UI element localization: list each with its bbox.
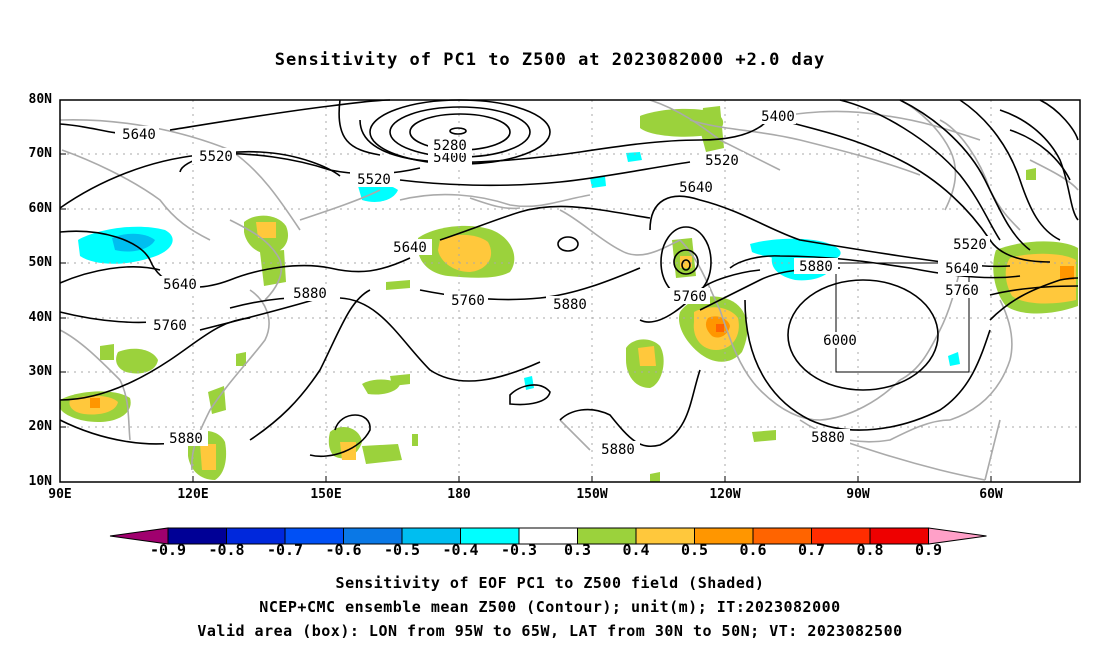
contour-label: 5760 [451, 293, 485, 309]
lon-label: 150W [576, 487, 608, 502]
contour-label: 5520 [357, 172, 391, 188]
lat-label: 30N [28, 364, 52, 379]
contour-label: 5400 [761, 109, 795, 125]
colorbar-tick-label: 0.8 [856, 541, 884, 559]
colorbar-tick-label: -0.5 [383, 541, 421, 559]
contour-label: 5640 [393, 240, 427, 256]
colorbar-arrow-right [928, 527, 987, 545]
contour-label: 5640 [679, 180, 713, 196]
contour-label: 5760 [153, 318, 187, 334]
contour-layer [59, 99, 1079, 457]
contour-label: 5640 [945, 261, 979, 277]
contour-label: 5640 [122, 127, 156, 143]
contour-label: 6000 [823, 333, 857, 349]
contour-label: 5280 [433, 138, 467, 154]
lon-label: 120W [709, 487, 741, 502]
lon-label: 120E [177, 487, 209, 502]
contour-label: 5880 [293, 286, 327, 302]
lat-label: 40N [28, 310, 52, 325]
colorbar-tick-label: 0.9 [914, 541, 943, 559]
contour-label: 5400 [433, 150, 467, 166]
lon-label: 150E [310, 487, 342, 502]
lat-label: 80N [28, 92, 52, 107]
lat-label: 50N [28, 255, 52, 270]
colorbar-tick-label: 0.5 [680, 541, 709, 559]
colorbar [109, 527, 987, 545]
colorbar-tick-label: -0.8 [208, 541, 245, 559]
colorbar-tick-label: 0.6 [739, 541, 767, 559]
contour-label: 5880 [811, 430, 845, 446]
contour-label: 5880 [799, 259, 833, 275]
colorbar-tick-label: 0.7 [797, 541, 826, 559]
lon-label: 180 [447, 487, 471, 502]
colorbar-tick-label: 0.3 [563, 541, 592, 559]
map-title: Sensitivity of PC1 to Z500 at 2023082000… [274, 50, 826, 70]
colorbar-tick-label: -0.4 [442, 541, 479, 559]
contour-label: 5640 [163, 277, 197, 293]
colorbar-tick-label: -0.9 [149, 541, 187, 559]
contour-label: 5760 [945, 283, 979, 299]
lat-label: 70N [28, 146, 52, 161]
colorbar-tick-label: -0.6 [325, 541, 362, 559]
contour-label: 5520 [199, 149, 233, 165]
contour-label: 5520 [953, 237, 987, 253]
caption-contour: NCEP+CMC ensemble mean Z500 (Contour); u… [259, 598, 841, 616]
caption-shading: Sensitivity of EOF PC1 to Z500 field (Sh… [335, 574, 765, 592]
caption-valid-area: Valid area (box): LON from 95W to 65W, L… [197, 622, 903, 640]
contour-label: 5880 [169, 431, 203, 447]
lat-label: 60N [28, 201, 52, 216]
colorbar-tick-label: -0.3 [500, 541, 538, 559]
colorbar-tick-label: -0.7 [266, 541, 304, 559]
lat-label: 10N [28, 474, 52, 489]
lon-label: 60W [979, 487, 1003, 502]
map-frame [59, 99, 1081, 483]
lon-label: 90W [846, 487, 870, 502]
colorbar-tick-label: 0.4 [622, 541, 650, 559]
lon-label: 90E [48, 487, 72, 502]
contour-label: 5880 [601, 442, 635, 458]
contour-label: 5520 [705, 153, 739, 169]
valid-area-box [835, 262, 970, 373]
contour-labels: 5640 5520 5520 5400 5280 5400 5640 5520 … [115, 108, 990, 458]
lat-label: 20N [28, 419, 52, 434]
contour-label: 5880 [553, 297, 587, 313]
contour-label: 5760 [673, 289, 707, 305]
axis-ticks [60, 153, 992, 482]
